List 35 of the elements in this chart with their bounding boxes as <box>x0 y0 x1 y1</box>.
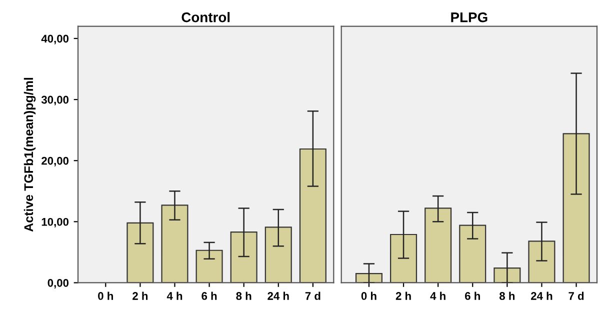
bar <box>562 133 590 283</box>
y-tick-label: 40,00 <box>41 34 69 44</box>
x-tick-label: 7 d <box>568 292 584 300</box>
y-tick-label: 10,00 <box>42 218 69 228</box>
y-tick-label: 0,00 <box>48 279 69 288</box>
bar <box>528 240 556 283</box>
bar <box>230 231 258 283</box>
chart-title: Control <box>182 12 230 22</box>
x-tick-label: 7 d <box>305 292 320 300</box>
bar <box>299 148 326 283</box>
y-tick-label: 30,00 <box>41 96 69 106</box>
x-tick-label: 8 h <box>236 292 252 300</box>
bar <box>264 226 292 283</box>
bar <box>494 268 521 283</box>
bar <box>126 222 154 283</box>
x-tick-label: 4 h <box>166 292 182 300</box>
x-tick-label: 24 h <box>530 292 552 300</box>
bar <box>355 273 382 283</box>
bar <box>390 234 418 283</box>
x-tick-label: 0 h <box>98 292 113 300</box>
chart-title: PLPG <box>451 12 488 22</box>
bar <box>459 224 486 283</box>
x-tick-label: 2 h <box>396 292 411 300</box>
bar <box>424 208 452 283</box>
y-axis-title: Active TGFb1(mean)pg/ml <box>24 78 36 232</box>
x-tick-label: 4 h <box>430 292 446 300</box>
bar <box>196 250 223 283</box>
x-tick-label: 6 h <box>202 292 217 300</box>
x-tick-label: 6 h <box>465 292 480 300</box>
x-tick-label: 24 h <box>268 292 289 300</box>
y-tick-label: 20,00 <box>42 156 69 166</box>
bar <box>161 204 188 283</box>
x-tick-label: 8 h <box>500 292 515 300</box>
x-tick-label: 0 h <box>361 292 376 300</box>
x-tick-label: 2 h <box>132 292 148 300</box>
